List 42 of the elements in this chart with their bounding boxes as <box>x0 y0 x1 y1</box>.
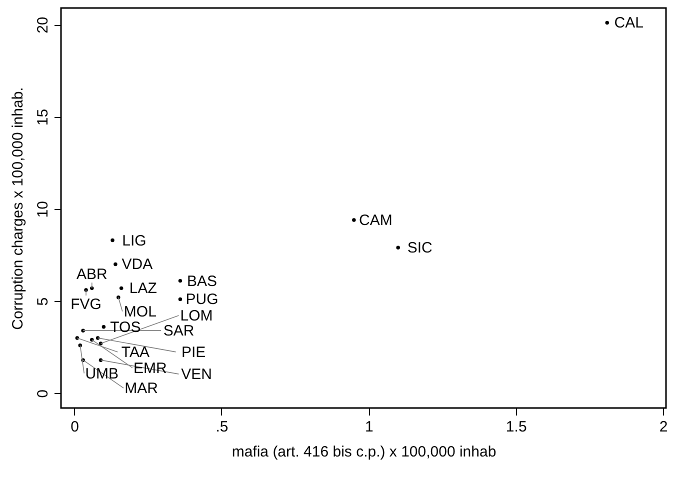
data-label: LIG <box>122 232 146 250</box>
x-tick-label: 0 <box>70 418 79 436</box>
data-label: FVG <box>70 296 102 314</box>
y-axis-title: Corruption charges x 100,000 inhab. <box>10 87 26 330</box>
point <box>178 278 182 283</box>
y-tick-label: 5 <box>34 297 52 306</box>
point <box>114 262 118 266</box>
data-label: MAR <box>124 380 158 398</box>
point <box>352 218 356 222</box>
data-label: PUG <box>186 291 218 308</box>
point <box>396 246 400 250</box>
data-label: MOL <box>124 303 156 320</box>
y-tick-label: 20 <box>34 16 52 34</box>
data-label: CAL <box>614 14 644 32</box>
data-label: VDA <box>122 256 153 274</box>
data-label: LAZ <box>129 280 157 298</box>
point <box>178 297 182 302</box>
data-label: ABR <box>76 266 108 284</box>
point <box>78 343 82 348</box>
data-label: BAS <box>186 272 217 290</box>
data-label: SIC <box>407 240 433 257</box>
point <box>605 20 609 25</box>
x-tick-label: 2 <box>659 418 668 436</box>
data-label: TOS <box>110 318 141 336</box>
x-tick-label: .5 <box>216 418 228 436</box>
point <box>119 286 124 290</box>
data-label: EMR <box>133 360 167 377</box>
x-tick-label: 1.5 <box>506 418 527 436</box>
data-label: VEN <box>181 366 212 384</box>
y-tick-label: 10 <box>34 201 52 218</box>
x-tick-label: 1 <box>364 418 374 436</box>
data-label: SAR <box>163 322 194 340</box>
point <box>102 325 106 329</box>
y-tick-label: 15 <box>34 108 52 126</box>
y-tick-label: 0 <box>34 390 52 398</box>
data-label: UMB <box>85 365 119 382</box>
data-label: LOM <box>180 307 213 324</box>
data-label: TAA <box>121 344 150 361</box>
data-label: PIE <box>181 344 206 361</box>
x-axis-title: mafia (art. 416 bis c.p.) x 100,000 inhab <box>232 444 496 460</box>
data-label: CAM <box>359 212 392 229</box>
point <box>110 238 114 242</box>
